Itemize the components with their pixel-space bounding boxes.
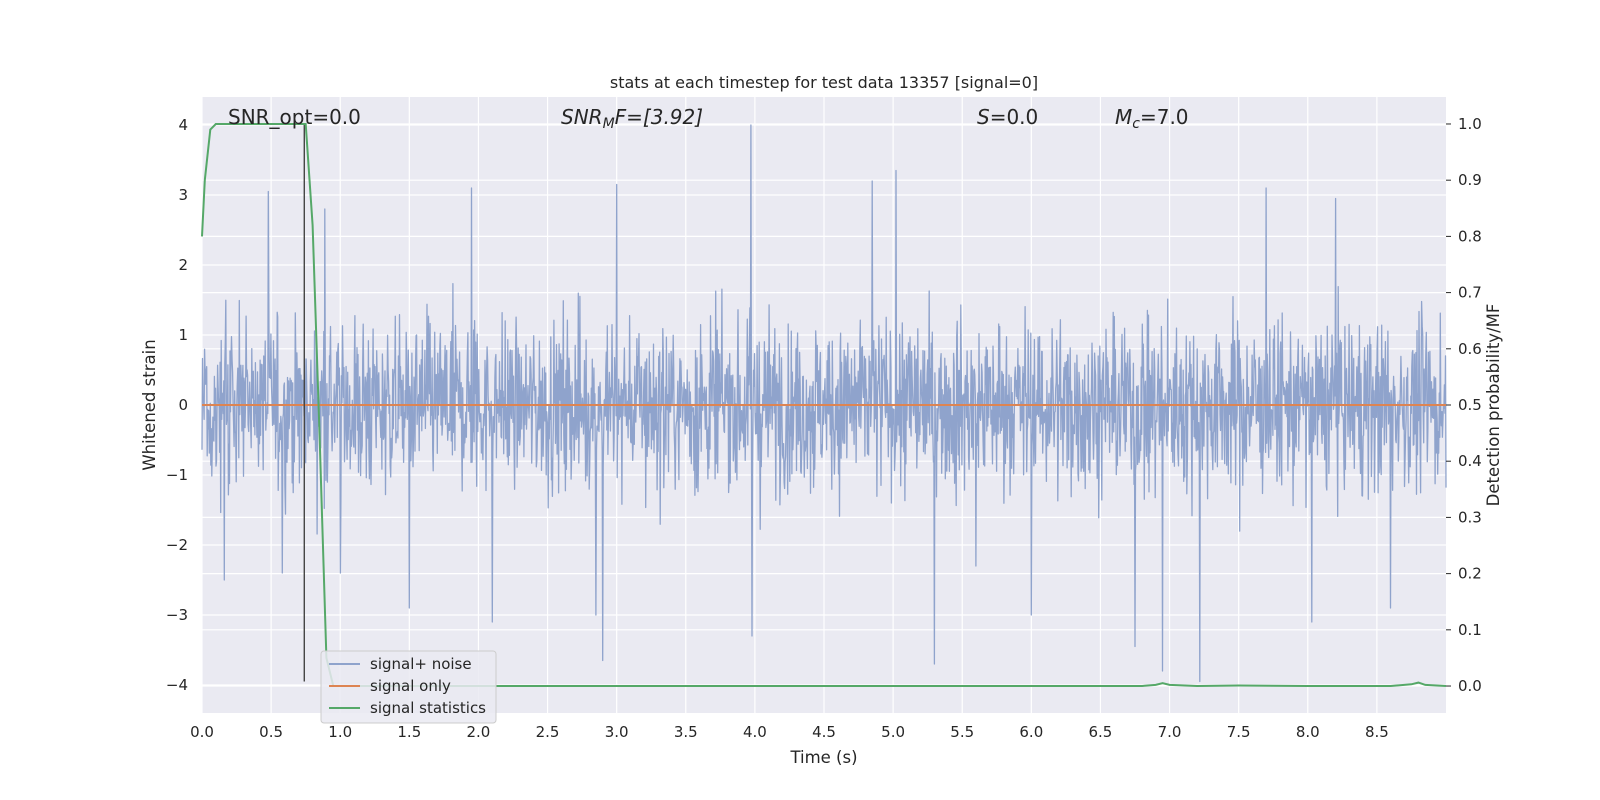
right-y-tick-label: 0.4 [1458, 452, 1482, 470]
x-tick-label: 5.5 [950, 723, 974, 741]
legend-label-signal-noise: signal+ noise [370, 655, 472, 673]
x-tick-label: 7.0 [1158, 723, 1182, 741]
right-y-tick-label: 0.3 [1458, 508, 1482, 526]
x-tick-label: 0.0 [190, 723, 214, 741]
right-y-tick-label: 0.5 [1458, 396, 1482, 414]
y-axis-label-left: Whitened strain [140, 339, 159, 470]
signal-statistics-series [201, 123, 1447, 688]
x-tick-label: 3.5 [674, 723, 698, 741]
x-tick-label: 7.5 [1227, 723, 1251, 741]
left-y-tick-label: −2 [166, 536, 188, 554]
left-y-tick-label: 0 [178, 396, 188, 414]
y-axis-label-right: Detection probability/MF [1484, 304, 1503, 507]
x-tick-label: 5.0 [881, 723, 905, 741]
snr-opt-annotation: SNR_opt=0.0 [228, 105, 361, 129]
chart-title: stats at each timestep for test data 133… [610, 73, 1038, 92]
legend-label-signal-only: signal only [370, 677, 451, 695]
legend-label-signal-statistics: signal statistics [370, 699, 486, 717]
right-y-tick-labels: 0.0 0.1 0.2 0.3 0.4 0.5 0.6 0.7 0.8 0.9 1.0 [1446, 115, 1482, 695]
left-y-tick-label: −1 [166, 466, 188, 484]
x-tick-label: 2.5 [536, 723, 560, 741]
x-tick-label: 4.0 [743, 723, 767, 741]
x-axis-label: Time (s) [789, 748, 857, 767]
right-y-tick-label: 0.8 [1458, 227, 1482, 245]
right-y-tick-label: 0.6 [1458, 340, 1482, 358]
mc-annotation: Mc=7.0 [1115, 105, 1189, 132]
left-y-tick-labels: −4 −3 −2 −1 0 1 2 3 4 [166, 116, 188, 694]
x-tick-label: 8.0 [1296, 723, 1320, 741]
x-tick-label: 1.0 [328, 723, 352, 741]
snr-mf-annotation: SNRMF=[3.92] [561, 105, 703, 132]
x-tick-label: 1.5 [397, 723, 421, 741]
s-annotation: S=0.0 [977, 105, 1038, 129]
x-tick-label: 8.5 [1365, 723, 1389, 741]
left-y-tick-label: −3 [166, 606, 188, 624]
left-y-tick-label: 1 [178, 326, 188, 344]
x-tick-label: 0.5 [259, 723, 283, 741]
right-y-tick-label: 0.7 [1458, 284, 1482, 302]
x-tick-label: 6.5 [1089, 723, 1113, 741]
right-y-tick-label: 1.0 [1458, 115, 1482, 133]
signal-statistics-line [201, 123, 1447, 688]
x-tick-label: 6.0 [1019, 723, 1043, 741]
left-y-tick-label: 3 [178, 186, 188, 204]
x-tick-label: 4.5 [812, 723, 836, 741]
x-tick-label: 3.0 [605, 723, 629, 741]
left-y-tick-label: 4 [178, 116, 188, 134]
right-y-tick-label: 0.1 [1458, 621, 1482, 639]
right-y-tick-label: 0.2 [1458, 565, 1482, 583]
x-tick-label: 2.0 [467, 723, 491, 741]
right-y-tick-label: 0.0 [1458, 677, 1482, 695]
legend-box [320, 650, 497, 724]
left-y-tick-label: 2 [178, 256, 188, 274]
left-y-tick-label: −4 [166, 676, 188, 694]
right-y-tick-label: 0.9 [1458, 171, 1482, 189]
legend: signal+ noise signal only signal statist… [320, 650, 497, 724]
x-tick-labels: 0.0 0.5 1.0 1.5 2.0 2.5 3.0 3.5 4.0 4.5 5.0 5.5 6.0 6… [190, 723, 1389, 741]
